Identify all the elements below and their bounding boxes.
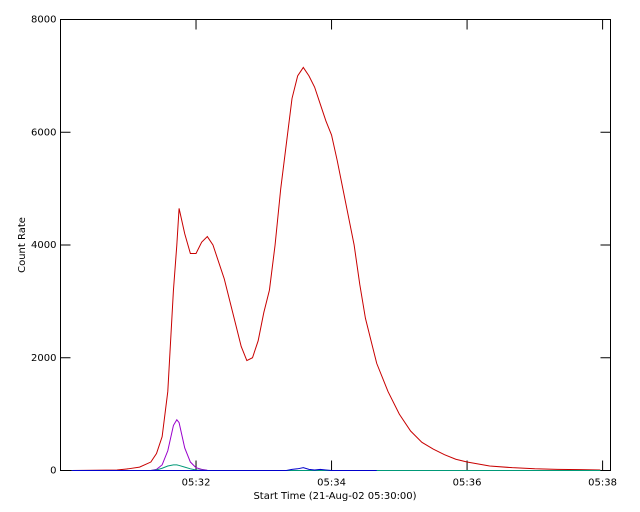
x-axis-label: Start Time (21-Aug-02 05:30:00) [253, 491, 416, 502]
series-line [71, 418, 208, 471]
x-tick-label: 05:34 [317, 478, 346, 489]
y-tick-label: 2000 [31, 353, 56, 364]
x-tick-label: 05:36 [453, 478, 482, 489]
series-line [71, 66, 601, 471]
x-tick-label: 05:38 [588, 478, 617, 489]
series-line [71, 467, 377, 471]
y-tick-label: 8000 [31, 15, 56, 26]
plot-frame [60, 19, 611, 471]
y-tick-label: 0 [50, 466, 56, 477]
y-tick-label: 4000 [31, 240, 56, 251]
x-tick-label: 05:32 [182, 478, 211, 489]
y-tick-label: 6000 [31, 127, 56, 138]
y-axis-label: Count Rate [17, 217, 28, 273]
